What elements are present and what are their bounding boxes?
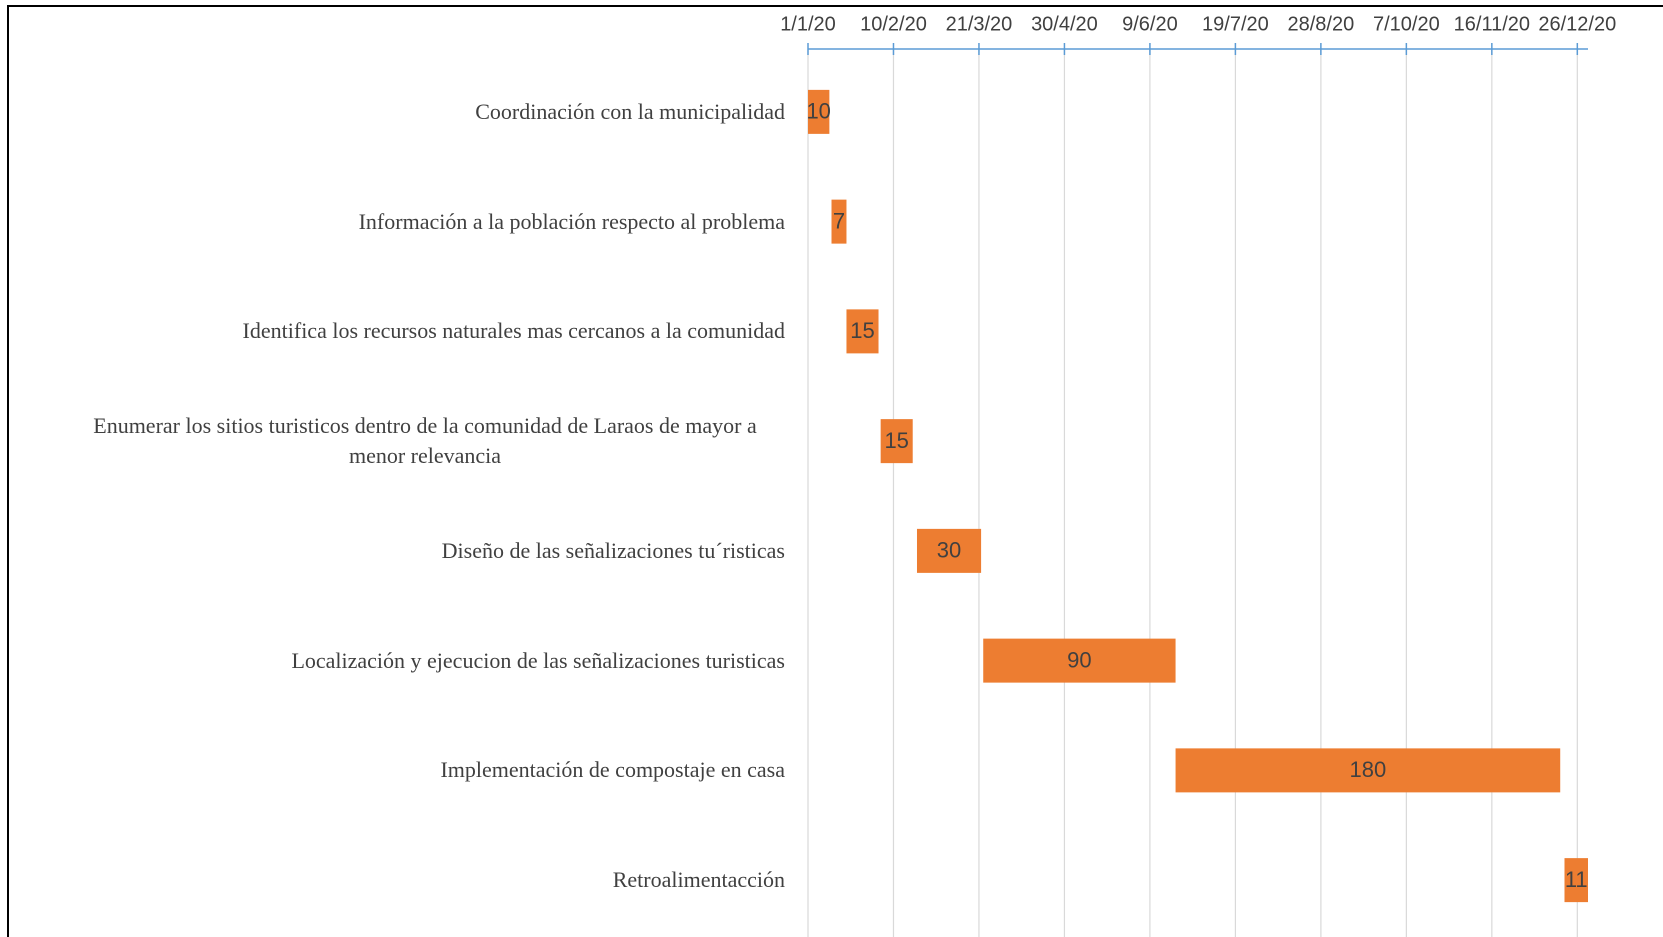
bar: [808, 89, 830, 134]
x-tick-label: 19/7/20: [1202, 13, 1269, 35]
bar: [880, 419, 913, 464]
x-tick-label: 1/1/20: [780, 13, 836, 35]
x-tick-label: 26/12/20: [1538, 13, 1616, 35]
bar: [831, 199, 847, 244]
bar: [1564, 858, 1588, 903]
x-tick-label: 16/11/20: [1454, 13, 1530, 35]
data-label: 7: [833, 208, 845, 233]
bar: [916, 528, 982, 573]
x-tick-label: 7/10/20: [1373, 13, 1440, 35]
data-label: 11: [1565, 867, 1588, 892]
category-label: Enumerar los sitios turisticos dentro de…: [93, 413, 757, 469]
data-label: 10: [806, 99, 830, 124]
category-label: Coordinación con la municipalidad: [475, 98, 785, 124]
category-label: Localización y ejecucion de las señaliza…: [291, 647, 785, 673]
bar: [846, 309, 879, 354]
x-tick-label: 10/2/20: [860, 13, 927, 35]
data-label: 15: [884, 428, 908, 453]
category-label: Información a la población respecto al p…: [358, 208, 785, 234]
data-label: 15: [850, 318, 874, 343]
category-label: Diseño de las señalizaciones tu´risticas: [441, 537, 785, 563]
bar: [1175, 748, 1561, 793]
x-tick-label: 30/4/20: [1031, 13, 1098, 35]
data-label: 180: [1350, 757, 1387, 782]
x-tick-label: 21/3/20: [946, 13, 1013, 35]
category-label: Implementación de compostaje en casa: [440, 757, 785, 783]
x-tick-label: 9/6/20: [1122, 13, 1178, 35]
data-label: 30: [937, 538, 961, 563]
x-tick-label: 28/8/20: [1288, 13, 1355, 35]
category-label: Retroalimentacción: [612, 867, 785, 893]
bar: [983, 638, 1176, 683]
category-label: Identifica los recursos naturales mas ce…: [242, 318, 785, 344]
frame: [7, 5, 1663, 937]
data-label: 90: [1067, 647, 1091, 672]
